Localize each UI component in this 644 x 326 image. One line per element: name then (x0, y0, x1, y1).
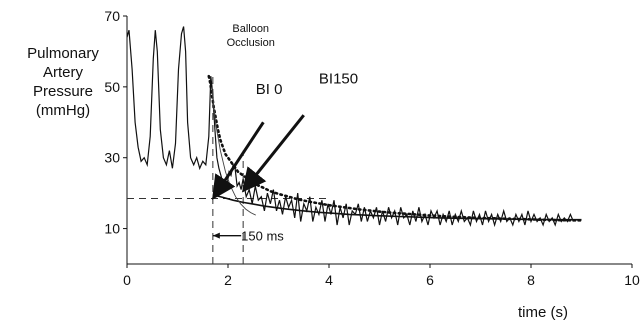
annotations: 150 ms Balloon Occlusion BI 0 BI150 (212, 23, 358, 244)
x-tick-label: 10 (624, 272, 640, 288)
y-tick-label: 50 (104, 79, 120, 95)
x-tick-label: 2 (224, 272, 232, 288)
y-axis-label: Pulmonary Artery Pressure (mmHg) (4, 44, 122, 120)
series-line-solid-fit (212, 194, 582, 221)
y-axis-label-line: Artery (42, 64, 83, 81)
interval-label: 150 ms (241, 229, 284, 244)
y-axis-label-line: Pulmonary (27, 45, 99, 62)
series-group (126, 26, 583, 228)
balloon-occlusion-label: Balloon Occlusion (227, 23, 275, 49)
x-tick-label: 0 (123, 272, 131, 288)
series-line-dotted-fit (207, 74, 583, 222)
y-axis-label-line: Pressure (32, 83, 94, 100)
balloon-occlusion-line: Occlusion (227, 37, 275, 49)
y-tick-label: 30 (104, 150, 120, 166)
y-tick-label: 10 (104, 221, 120, 237)
annotation-label-bi150: BI150 (319, 70, 358, 87)
interval-arrow-left (212, 232, 220, 239)
series-line-solid-jagged (126, 26, 574, 228)
x-tick-label: 4 (325, 272, 333, 288)
balloon-occlusion-line: Balloon (232, 23, 269, 35)
x-axis-label: time (s) (518, 304, 568, 321)
axes: 10 30 50 70 0 2 4 6 8 10 (104, 8, 640, 288)
annotation-label-bi-0: BI 0 (256, 81, 283, 98)
x-tick-label: 8 (527, 272, 535, 288)
y-axis-label-line: (mmHg) (35, 102, 91, 119)
x-tick-label: 6 (426, 272, 434, 288)
annotation-arrow (241, 114, 305, 193)
y-tick-label: 70 (104, 8, 120, 24)
annotation-arrow (212, 121, 265, 200)
